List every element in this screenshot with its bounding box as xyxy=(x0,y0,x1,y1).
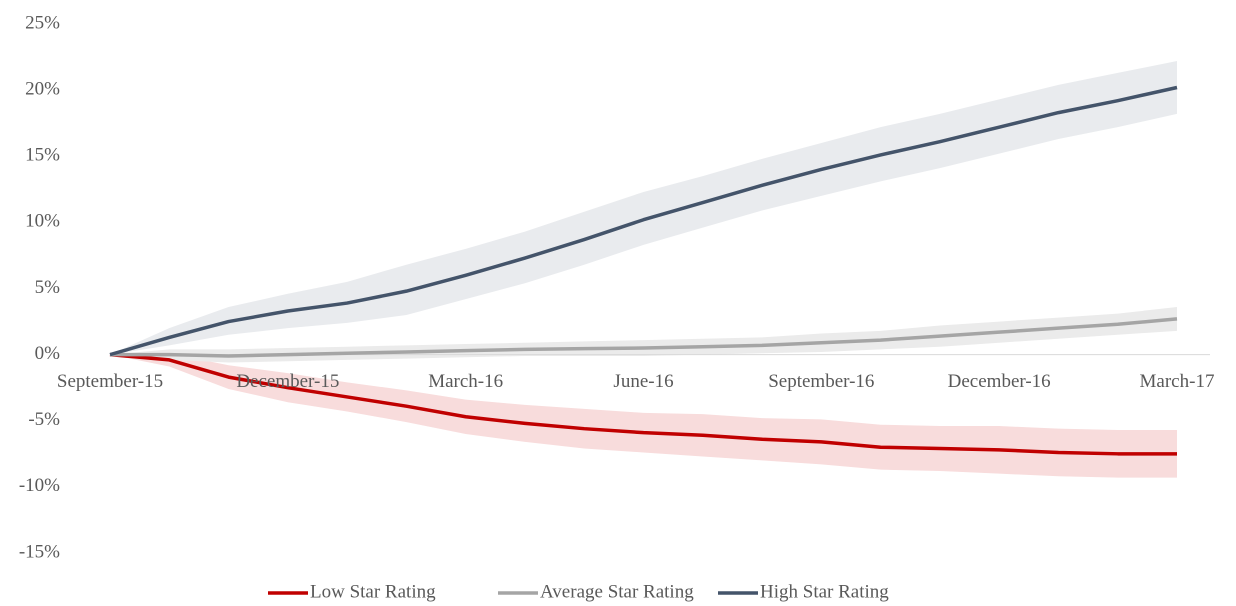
legend-label: High Star Rating xyxy=(760,581,889,602)
y-tick-label: -10% xyxy=(19,475,60,496)
y-tick-label: 25% xyxy=(25,12,60,33)
x-tick-label: March-16 xyxy=(428,371,503,392)
confidence-band xyxy=(110,61,1177,355)
y-tick-label: -5% xyxy=(28,409,60,430)
y-tick-label: 5% xyxy=(35,277,61,298)
x-tick-label: March-17 xyxy=(1140,371,1215,392)
x-tick-label: September-15 xyxy=(57,371,163,392)
series-line xyxy=(109,85,1178,357)
legend-label: Average Star Rating xyxy=(540,581,694,602)
y-tick-label: 10% xyxy=(25,211,60,232)
series-line xyxy=(110,317,1178,358)
y-tick-label: 0% xyxy=(35,343,61,364)
series-line xyxy=(109,352,1177,456)
legend-label: Low Star Rating xyxy=(310,581,436,602)
x-tick-label: December-15 xyxy=(236,371,339,392)
x-tick-label: June-16 xyxy=(613,371,673,392)
x-tick-label: December-16 xyxy=(948,371,1051,392)
y-tick-label: -15% xyxy=(19,541,60,562)
y-tick-label: 15% xyxy=(25,145,60,166)
confidence-band xyxy=(110,307,1177,363)
x-tick-label: September-16 xyxy=(768,371,874,392)
y-tick-label: 20% xyxy=(25,78,60,99)
